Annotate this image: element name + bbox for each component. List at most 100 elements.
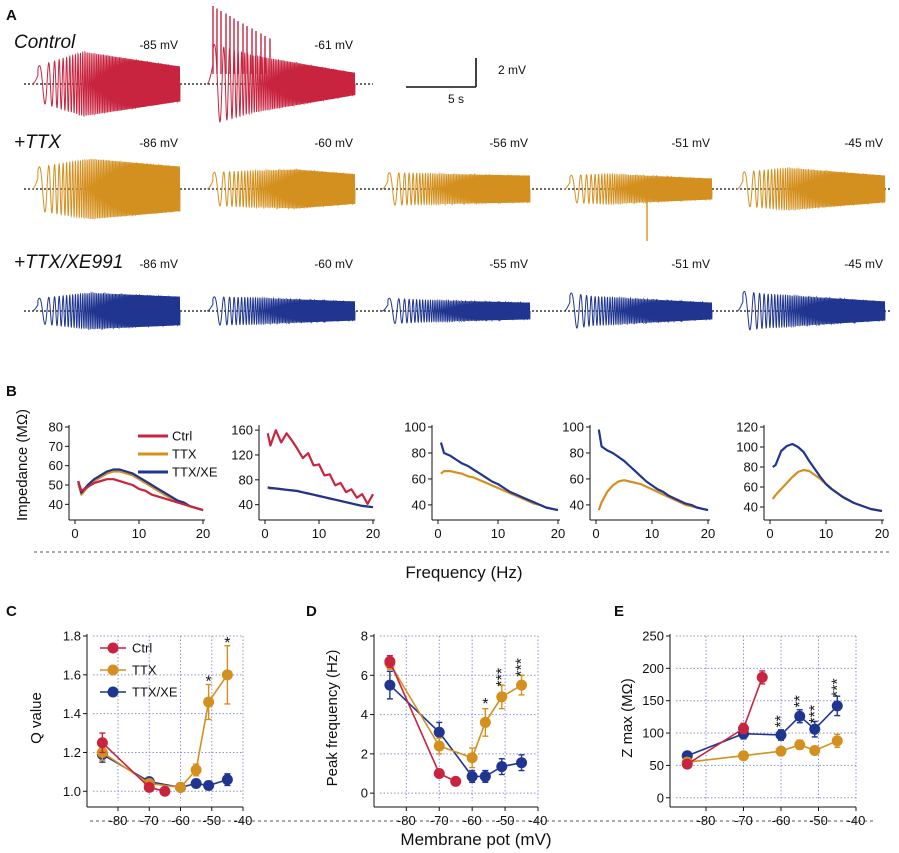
series-ttx-xe <box>384 670 528 784</box>
significance-marker: * <box>224 635 230 652</box>
x-tick-label: 0 <box>434 526 441 541</box>
panel-b-label: B <box>6 383 17 400</box>
data-point <box>756 671 768 683</box>
voltage-label-2-3: -51 mV <box>671 257 710 271</box>
significance-marker: *** <box>807 705 824 724</box>
voltage-label-2-1: -60 mV <box>314 257 353 271</box>
voltage-label-0-0: -85 mV <box>139 38 178 52</box>
y-tick-label: 40 <box>49 497 63 512</box>
data-point <box>794 739 806 751</box>
voltage-label-2-2: -55 mV <box>489 257 528 271</box>
data-point <box>175 781 186 793</box>
impedance-plot-3: 40 60 80 100 0 10 20 <box>404 420 565 542</box>
voltage-label-1-2: -56 mV <box>489 136 528 150</box>
data-point <box>809 745 821 757</box>
impedance-plot-1: 40 50 60 70 80 0 10 20 <box>49 420 211 542</box>
x-tick-label: 10 <box>132 526 146 541</box>
y-tick-label: 60 <box>570 471 584 486</box>
series-ttx-xe <box>597 429 709 512</box>
x-tick-label: 10 <box>312 526 326 541</box>
trace-2-2 <box>381 297 531 324</box>
legend-label: Ctrl <box>172 429 192 444</box>
condition-label-1: +TTX <box>14 132 62 153</box>
y-tick-label: 50 <box>650 758 664 773</box>
trace-2-0 <box>31 291 181 331</box>
voltage-label-1-4: -45 mV <box>844 136 883 150</box>
y-tick-label: 1.0 <box>63 784 81 799</box>
scalebar-voltage-label: 2 mV <box>498 63 526 77</box>
impedance-plot-5: 40 60 80 100 120 0 10 20 <box>736 420 889 542</box>
data-point <box>143 781 155 793</box>
legend-marker <box>107 664 119 676</box>
significance-marker: *** <box>829 678 846 697</box>
x-tick-label: -40 <box>234 813 253 828</box>
data-point <box>775 729 787 741</box>
significance-marker: *** <box>494 668 511 687</box>
data-point <box>479 716 491 728</box>
data-point <box>384 656 396 668</box>
data-point <box>738 723 749 735</box>
x-tick-label: -60 <box>463 813 482 828</box>
summary-plot-c: 1.0 1.2 1.4 1.6 1.8 -80 -70 -60 -50 -40 Q value * * C… <box>28 629 252 829</box>
y-tick-label: 200 <box>642 661 664 676</box>
panel-b-legend: Ctrl TTX TTX/XE <box>138 429 218 480</box>
data-point <box>466 752 478 764</box>
data-point <box>516 757 528 769</box>
data-point <box>433 740 445 752</box>
trace-1-3 <box>563 172 713 206</box>
trace-1-4 <box>736 166 886 212</box>
y-tick-label: 50 <box>49 478 63 493</box>
y-tick-label: 60 <box>49 458 63 473</box>
trace-2-4 <box>736 290 886 331</box>
x-tick-label: 10 <box>819 526 833 541</box>
data-point <box>190 778 202 790</box>
trace-2-1 <box>206 296 356 326</box>
y-axis-label: Peak frequency (Hz) <box>324 650 341 787</box>
series-ttx-xe <box>772 442 883 513</box>
series-ttx <box>771 468 883 513</box>
y-tick-label: 150 <box>642 693 664 708</box>
series-ttx-xe <box>439 442 559 512</box>
x-tick-label: -40 <box>529 813 548 828</box>
voltage-label-0-1: -61 mV <box>314 38 353 52</box>
y-tick-label: 40 <box>744 500 758 515</box>
x-tick-label: 20 <box>196 526 210 541</box>
panel-c-legend: Ctrl TTX TTX/XE <box>100 641 178 700</box>
y-tick-label: 120 <box>231 447 253 462</box>
x-tick-label: 10 <box>645 526 659 541</box>
y-tick-label: 4 <box>361 707 368 722</box>
action-potentials <box>212 6 271 74</box>
scalebar-time-label: 5 s <box>448 92 464 106</box>
significance-marker: ** <box>792 695 809 707</box>
y-axis-label: Z max (MΩ) <box>619 678 636 758</box>
series-ctrl <box>384 654 462 787</box>
panel-b-xlabel: Frequency (Hz) <box>405 563 522 582</box>
x-tick-label: -80 <box>697 813 716 828</box>
trace-1-0 <box>31 158 181 220</box>
scalebar: 2 mV 5 s <box>406 58 526 106</box>
bottom-xlabel: Membrane pot (mV) <box>400 830 551 849</box>
y-tick-label: 40 <box>570 497 584 512</box>
impedance-plot-2: 40 80 120 160 0 10 20 <box>231 423 380 541</box>
y-tick-label: 80 <box>239 472 253 487</box>
legend-label: TTX <box>172 447 197 462</box>
legend-label: Ctrl <box>132 641 152 656</box>
x-tick-label: 20 <box>551 526 565 541</box>
data-point <box>831 735 843 747</box>
y-tick-label: 8 <box>361 629 368 644</box>
summary-plot-e: 0 50 100 150 200 250 -80 -70 -60 -50 -40 Z max (MΩ)… <box>619 629 865 829</box>
x-tick-label: -50 <box>496 813 515 828</box>
legend-marker <box>107 686 119 698</box>
panel-b: B Impedance (MΩ) Frequency (Hz) 40 50 60 70… <box>6 383 890 582</box>
data-point <box>159 785 171 797</box>
data-point <box>794 710 806 722</box>
trace-0-0 <box>31 50 181 118</box>
data-point <box>450 775 462 787</box>
y-tick-label: 0 <box>657 790 664 805</box>
trace-2-3 <box>563 292 713 329</box>
y-tick-label: 1.2 <box>63 745 81 760</box>
x-tick-label: 20 <box>701 526 715 541</box>
y-tick-label: 1.8 <box>63 629 81 644</box>
data-point <box>96 737 108 749</box>
